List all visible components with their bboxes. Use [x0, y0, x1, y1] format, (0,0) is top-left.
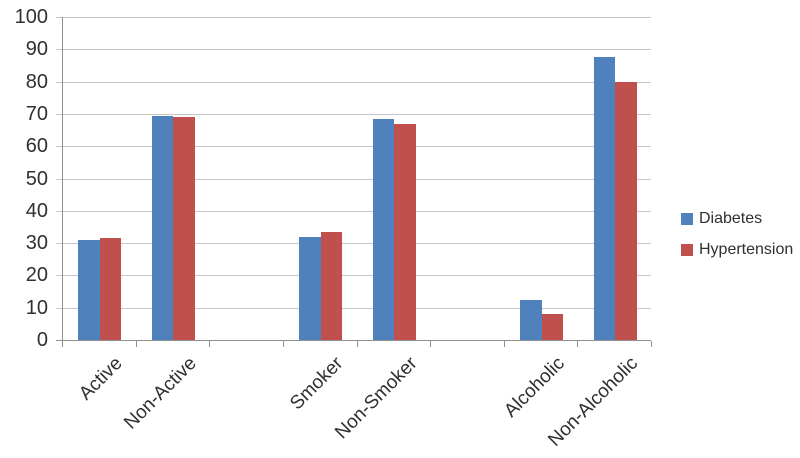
- legend-item-hypertension: Hypertension: [681, 241, 793, 259]
- y-axis-label-80: 80: [25, 70, 48, 93]
- y-axis-label-10: 10: [25, 296, 48, 319]
- y-axis-label-50: 50: [25, 167, 48, 190]
- gridline-40: [56, 210, 651, 212]
- y-axis-label-0: 0: [36, 329, 48, 351]
- gridline-80: [56, 81, 651, 83]
- x-axis-tick-2: [209, 341, 211, 347]
- y-axis-label-40: 40: [25, 199, 48, 222]
- bar-diabetes-non-smoker: [372, 118, 395, 340]
- bar-hypertension-smoker: [320, 231, 343, 340]
- x-axis-tick-6: [503, 341, 505, 347]
- gridline-20: [56, 275, 651, 277]
- bar-hypertension-active: [99, 238, 122, 340]
- x-axis-label-alcoholic: Alcoholic: [499, 353, 569, 422]
- x-axis-label-non-active: Non-Active: [119, 353, 201, 434]
- legend-label-diabetes: Diabetes: [699, 210, 763, 227]
- gridline-10: [56, 307, 651, 309]
- y-axis-line: [62, 17, 63, 340]
- gridline-60: [56, 146, 651, 148]
- y-axis-label-100: 100: [14, 6, 48, 28]
- bar-hypertension-alcoholic: [541, 314, 564, 340]
- gridline-90: [56, 49, 651, 51]
- x-axis-tick-7: [577, 341, 579, 347]
- x-axis-tick-0: [62, 341, 63, 347]
- y-axis-label-90: 90: [25, 38, 48, 61]
- bar-diabetes-non-alcoholic: [593, 57, 616, 340]
- bar-hypertension-non-smoker: [394, 123, 416, 340]
- x-axis-tick-3: [282, 341, 284, 347]
- y-axis-label-30: 30: [25, 232, 48, 255]
- bar-hypertension-non-active: [173, 117, 195, 340]
- gridline-70: [56, 113, 651, 115]
- gridline-100: [56, 17, 651, 18]
- bar-diabetes-alcoholic: [520, 299, 542, 340]
- legend-swatch-hypertension-icon: [681, 244, 693, 256]
- legend-swatch-diabetes-icon: [681, 213, 693, 225]
- gridline-30: [56, 243, 651, 245]
- x-axis-tick-1: [135, 341, 137, 347]
- y-axis-label-20: 20: [25, 264, 48, 287]
- y-axis-label-60: 60: [25, 135, 48, 158]
- y-axis-label-70: 70: [25, 102, 48, 125]
- legend-label-hypertension: Hypertension: [699, 241, 794, 258]
- x-axis-line: [56, 340, 651, 341]
- x-axis-tick-4: [356, 341, 358, 347]
- x-axis-label-smoker: Smoker: [286, 353, 348, 415]
- bar-hypertension-non-alcoholic: [615, 81, 637, 340]
- x-axis-tick-5: [430, 341, 432, 347]
- bar-diabetes-active: [78, 239, 100, 340]
- gridline-50: [56, 178, 651, 180]
- x-axis-tick-8: [651, 341, 652, 347]
- bar-diabetes-smoker: [299, 236, 321, 340]
- legend-item-diabetes: Diabetes: [681, 210, 762, 228]
- x-axis-label-active: Active: [75, 353, 127, 405]
- bar-diabetes-non-active: [151, 115, 174, 340]
